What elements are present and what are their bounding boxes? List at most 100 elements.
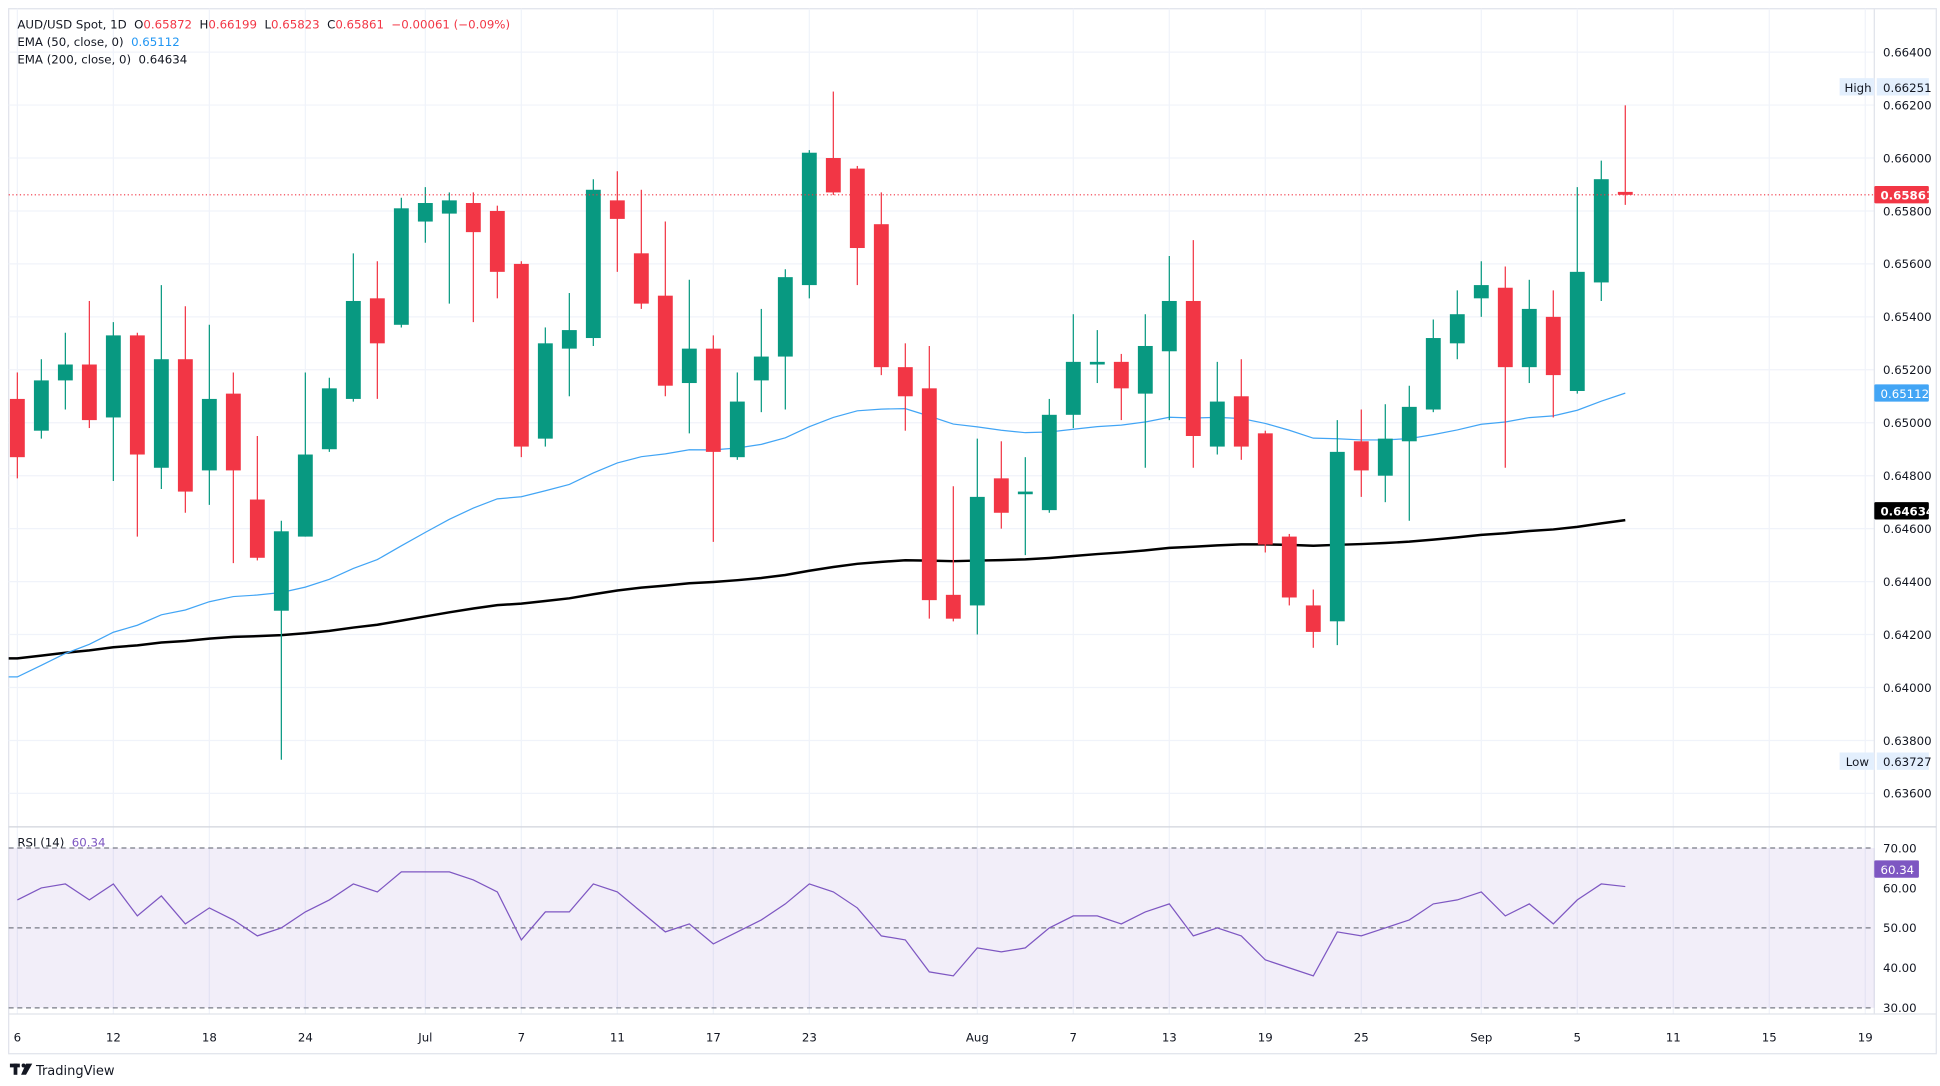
candle <box>585 179 601 346</box>
candle-body <box>1449 314 1465 344</box>
candle <box>225 372 241 564</box>
candle <box>1017 457 1033 556</box>
price-tick-label: 0.65600 <box>1883 257 1932 271</box>
candle-body <box>777 277 793 357</box>
candle <box>153 285 169 489</box>
candle-body <box>1257 433 1273 545</box>
price-tick-label: 0.65200 <box>1883 363 1932 377</box>
candle <box>561 293 577 397</box>
time-tick-label: 25 <box>1354 1030 1369 1044</box>
svg-text:0.63727: 0.63727 <box>1883 755 1932 769</box>
candle-body <box>1017 491 1033 495</box>
candle-body <box>297 454 313 537</box>
candle <box>1593 160 1609 301</box>
candle-body <box>729 401 745 458</box>
candle <box>369 261 385 399</box>
candles <box>9 91 1633 760</box>
candle <box>993 441 1009 529</box>
price-axis[interactable]: 0.66400 0.66200 0.66000 0.65800 0.65600 0.654… <box>1883 45 1932 800</box>
candle <box>1449 290 1465 360</box>
candle <box>1305 589 1321 648</box>
candle-body <box>609 200 625 219</box>
candle-body <box>489 210 505 272</box>
candle <box>297 372 313 537</box>
svg-text:Low: Low <box>1846 755 1870 769</box>
legend-ema200[interactable]: EMA (200, close, 0) 0.64634 <box>17 52 187 66</box>
time-tick-label: 17 <box>706 1030 721 1044</box>
candle <box>1497 266 1513 468</box>
price-tick-label: 0.64200 <box>1883 628 1932 642</box>
time-tick-label: 7 <box>1070 1030 1077 1044</box>
rsi-tick-label: 60.00 <box>1883 881 1917 895</box>
candle-body <box>81 364 97 421</box>
candle <box>657 221 673 397</box>
candle-body <box>513 263 529 447</box>
time-tick-label: 23 <box>802 1030 817 1044</box>
candle-body <box>1185 300 1201 436</box>
candle <box>681 279 697 434</box>
price-tick-label: 0.66400 <box>1883 45 1932 59</box>
candle <box>1137 314 1153 468</box>
candle <box>417 187 433 243</box>
price-tick-label: 0.64000 <box>1883 681 1932 695</box>
time-tick-label: 24 <box>298 1030 313 1044</box>
candle <box>321 377 337 452</box>
candle <box>753 308 769 413</box>
candle-body <box>1113 361 1129 389</box>
candle-body <box>1329 451 1345 622</box>
candle <box>33 359 49 439</box>
candle-body <box>345 300 361 399</box>
price-tick-label: 0.65400 <box>1883 310 1932 324</box>
time-tick-label: 13 <box>1162 1030 1177 1044</box>
legend-symbol: AUD/USD Spot, 1D O0.65872 H0.66199 L0.65823… <box>17 18 510 32</box>
legend-ema50[interactable]: EMA (50, close, 0) 0.65112 <box>17 35 179 49</box>
last-price-label: 0.65861 <box>1874 185 1934 204</box>
candle <box>705 335 721 542</box>
candle-body <box>537 343 553 439</box>
time-tick-label: Jul <box>417 1030 432 1044</box>
rsi-tick-label: 50.00 <box>1883 921 1917 935</box>
time-axis[interactable]: 6 12 18 24 Jul 7 11 17 23 Aug 7 13 19 25 Sep 5 11 15 19 <box>14 1030 1873 1044</box>
candle-body <box>1089 361 1105 365</box>
candle <box>1113 353 1129 421</box>
candle <box>1617 105 1633 205</box>
candle-body <box>681 348 697 384</box>
candle-body <box>1353 441 1369 471</box>
svg-text:High: High <box>1845 81 1872 95</box>
price-tick-label: 0.66200 <box>1883 98 1932 112</box>
candle-body <box>657 295 673 386</box>
candle <box>1353 409 1369 497</box>
candle-body <box>369 298 385 344</box>
candle <box>1329 420 1345 646</box>
candle-body <box>969 496 985 606</box>
candle-body <box>801 152 817 286</box>
legend-rsi[interactable]: RSI (14) 60.34 <box>17 836 105 850</box>
time-tick-label: 5 <box>1574 1030 1582 1044</box>
low-marker: Low 0.63727 <box>1839 752 1932 770</box>
rsi-axis[interactable]: 70.00 60.00 50.00 40.00 30.00 <box>1883 841 1917 1015</box>
candle-body <box>921 388 937 601</box>
candle-body <box>33 380 49 431</box>
tradingview-logo-icon <box>9 1063 33 1075</box>
candle <box>825 91 841 196</box>
candle <box>1281 533 1297 606</box>
ema200-path <box>8 518 1626 660</box>
candle <box>105 322 121 481</box>
candle <box>1089 330 1105 384</box>
candle-body <box>705 348 721 452</box>
candle-body <box>417 203 433 222</box>
price-tick-label: 0.66000 <box>1883 151 1932 165</box>
candle-body <box>825 158 841 193</box>
time-tick-label: 11 <box>1666 1030 1681 1044</box>
candle-body <box>1473 285 1489 299</box>
candle <box>801 150 817 299</box>
candle <box>873 192 889 376</box>
candle-body <box>849 168 865 249</box>
tradingview-logo[interactable]: TradingView <box>9 1063 115 1079</box>
ema50-line <box>8 392 1626 678</box>
candle <box>1161 255 1177 421</box>
rsi-tick-label: 40.00 <box>1883 961 1917 975</box>
candle-body <box>129 335 145 455</box>
candle <box>1065 314 1081 429</box>
